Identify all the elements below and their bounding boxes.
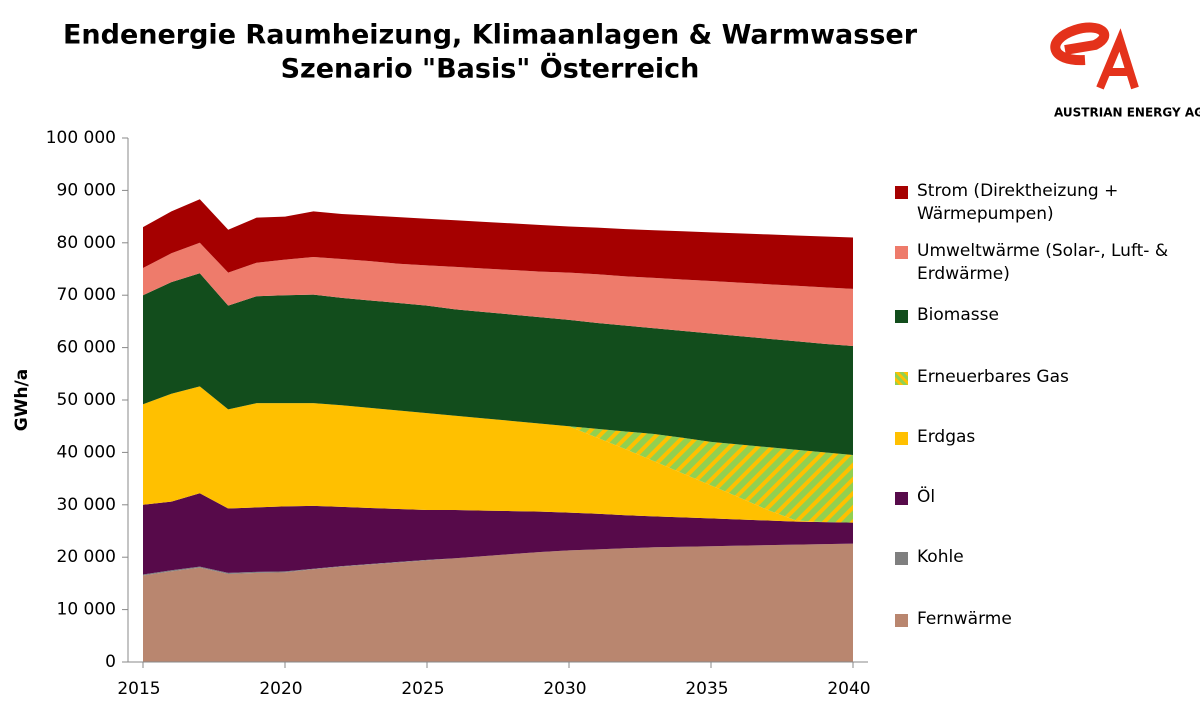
- x-tick-label: 2040: [827, 679, 870, 699]
- legend-swatch: [895, 372, 908, 385]
- y-tick-label: 80 000: [57, 233, 116, 253]
- x-tick-label: 2035: [685, 679, 728, 699]
- legend-swatch: [895, 614, 908, 627]
- legend-label: Biomasse: [917, 305, 999, 325]
- legend-item: Öl: [895, 486, 1185, 509]
- area: [143, 386, 853, 523]
- legend-swatch: [895, 432, 908, 445]
- legend-item: Biomasse: [895, 304, 1185, 327]
- chart-subtitle: Szenario "Basis" Österreich: [281, 52, 700, 85]
- y-tick-label: 90 000: [57, 180, 116, 200]
- logo: AUSTRIAN ENERGY AGENCY: [1050, 22, 1200, 120]
- legend-item: Kohle: [895, 546, 1185, 569]
- legend-swatch: [895, 310, 908, 323]
- x-tick-label: 2030: [543, 679, 586, 699]
- area: [143, 543, 853, 662]
- y-tick-label: 20 000: [57, 547, 116, 567]
- legend-item: Erneuerbares Gas: [895, 366, 1185, 389]
- y-tick-label: 40 000: [57, 442, 116, 462]
- y-tick-label: 100 000: [46, 128, 116, 148]
- y-tick-label: 30 000: [57, 495, 116, 515]
- x-tick-label: 2015: [117, 679, 160, 699]
- legend-label: Öl: [917, 487, 936, 507]
- legend-label: Kohle: [917, 547, 964, 567]
- legend-item: Umweltwärme (Solar-, Luft- & Erdwärme): [895, 240, 1185, 286]
- legend-item: Erdgas: [895, 426, 1185, 449]
- y-tick-label: 70 000: [57, 285, 116, 305]
- logo-text: AUSTRIAN ENERGY AGENCY: [1054, 106, 1200, 120]
- legend-item: Fernwärme: [895, 608, 1185, 631]
- y-tick-label: 0: [105, 652, 116, 672]
- area: [143, 199, 853, 289]
- logo-e: [1050, 22, 1110, 66]
- legend-label: Fernwärme: [917, 609, 1012, 629]
- legend-label: Strom (Direktheizung + Wärmepumpen): [917, 181, 1119, 224]
- legend-swatch: [895, 492, 908, 505]
- y-tick-label: 50 000: [57, 390, 116, 410]
- legend-swatch: [895, 186, 908, 199]
- x-tick-label: 2020: [259, 679, 302, 699]
- legend-label: Umweltwärme (Solar-, Luft- & Erdwärme): [917, 241, 1169, 284]
- legend-swatch: [895, 246, 908, 259]
- y-axis-label: GWh/a: [12, 369, 32, 432]
- y-tick-label: 60 000: [57, 338, 116, 358]
- area: [143, 242, 853, 347]
- legend-label: Erdgas: [917, 427, 976, 447]
- legend-swatch: [895, 552, 908, 565]
- area: [143, 273, 853, 456]
- chart-title: Endenergie Raumheizung, Klimaanlagen & W…: [63, 20, 918, 51]
- legend-item: Strom (Direktheizung + Wärmepumpen): [895, 180, 1185, 226]
- y-tick-label: 10 000: [57, 600, 116, 620]
- area: [143, 493, 853, 575]
- logo-a: [1096, 28, 1139, 90]
- x-tick-label: 2025: [401, 679, 444, 699]
- legend-label: Erneuerbares Gas: [917, 367, 1069, 387]
- area: [143, 386, 853, 523]
